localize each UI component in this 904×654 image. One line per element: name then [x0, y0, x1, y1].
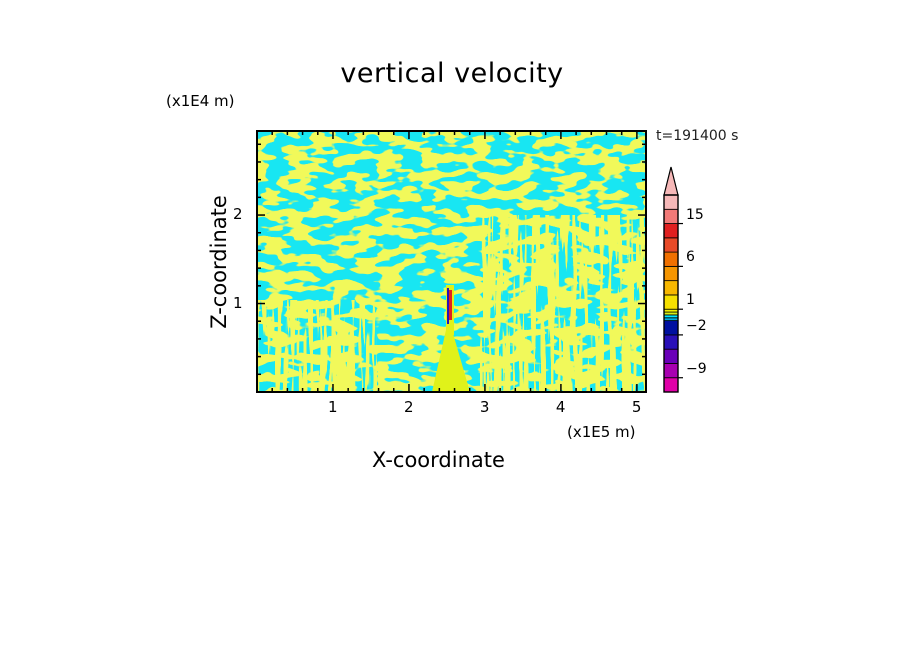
colorbar-segment — [663, 311, 679, 316]
colorbar-segment — [663, 377, 679, 393]
colorbar-label: −2 — [686, 317, 707, 334]
colorbar-segment — [663, 348, 679, 364]
x-axis-label: X-coordinate — [372, 448, 505, 472]
colorbar-segment — [663, 194, 679, 210]
colorbar-segment — [663, 208, 679, 224]
x-axis-scale-label: (x1E5 m) — [567, 423, 636, 441]
x-tick-label: 5 — [631, 398, 642, 416]
colorbar-segment — [663, 294, 679, 310]
y-axis-scale-label: (x1E4 m) — [166, 92, 235, 110]
updraft-core — [449, 290, 452, 320]
colorbar-segment — [663, 363, 679, 379]
downdraft-core — [447, 288, 449, 324]
colorbar — [663, 166, 683, 393]
colorbar-label: 15 — [686, 206, 704, 223]
velocity-field — [257, 131, 646, 392]
colorbar-segment — [663, 280, 679, 296]
plot-frame — [256, 130, 647, 393]
colorbar-segment — [663, 320, 679, 336]
colorbar-segment — [663, 317, 679, 322]
x-tick-label: 1 — [327, 398, 338, 416]
field-streaks-right — [480, 215, 646, 392]
colorbar-segment — [663, 308, 679, 313]
colorbar-label: 6 — [686, 249, 695, 266]
colorbar-segment — [663, 237, 679, 253]
chart-title: vertical velocity — [340, 58, 564, 89]
colorbar-segment — [663, 334, 679, 350]
colorbar-segment — [663, 251, 679, 267]
updraft-plume — [432, 330, 470, 392]
colorbar-segment — [663, 265, 679, 282]
y-tick-label: 1 — [233, 293, 243, 312]
x-tick-label: 2 — [403, 398, 414, 416]
colorbar-segment — [663, 314, 679, 319]
colorbar-extend-arrow — [663, 166, 679, 196]
colorbar-frame — [663, 194, 679, 393]
field-streaks-left — [257, 300, 377, 392]
colorbar-label: −9 — [686, 360, 707, 377]
x-tick-label: 3 — [479, 398, 490, 416]
x-tick-label: 4 — [555, 398, 566, 416]
colorbar-label: 1 — [686, 292, 695, 309]
y-tick-label: 2 — [233, 205, 243, 224]
time-label: t=191400 s — [656, 128, 739, 144]
colorbar-segment — [663, 223, 679, 239]
